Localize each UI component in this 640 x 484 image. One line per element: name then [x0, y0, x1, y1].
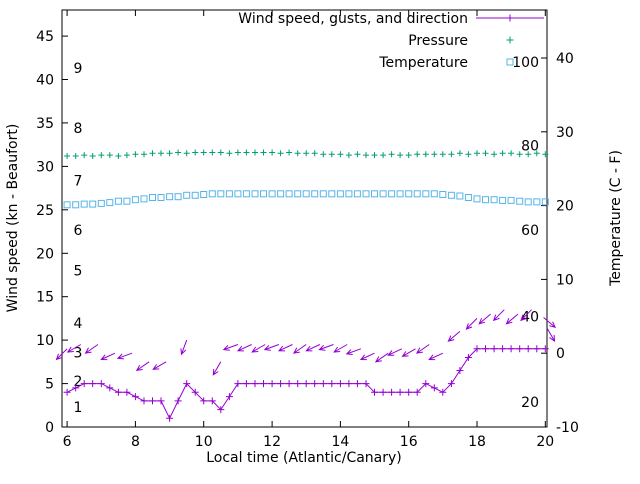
x-tick-label: 18 [468, 434, 486, 450]
right-tick-label: 0 [556, 346, 565, 362]
left-tick-label: 40 [36, 73, 54, 89]
legend: Wind speed, gusts, and direction Pressur… [238, 11, 468, 71]
wind-speed-series [63, 345, 549, 422]
x-tick-label: 20 [536, 434, 554, 450]
x-tick-label: 16 [400, 434, 418, 450]
y-axis-title-right: Temperature (C - F) [608, 150, 624, 287]
temperature-series [63, 190, 549, 209]
beaufort-label: 6 [74, 223, 83, 239]
right-inner-label: 20 [521, 395, 539, 411]
beaufort-label: 8 [74, 121, 83, 137]
beaufort-label: 2 [74, 374, 83, 390]
x-tick-label: 8 [131, 434, 140, 450]
left-tick-label: 30 [36, 159, 54, 175]
beaufort-scale-labels: 1 2 3 4 5 6 7 8 9 [74, 61, 83, 416]
legend-samples [476, 14, 544, 66]
right-tick-label: 40 [556, 51, 574, 67]
right-inner-scale-labels: 20 40 60 80 100 [512, 55, 539, 411]
beaufort-label: 9 [74, 61, 83, 77]
beaufort-label: 1 [74, 400, 83, 416]
left-tick-label: 20 [36, 246, 54, 262]
left-tick-label: 35 [36, 116, 54, 132]
beaufort-label: 4 [74, 316, 83, 332]
right-inner-label: 100 [512, 55, 539, 71]
left-tick-label: 25 [36, 203, 54, 219]
x-tick-label: 12 [263, 434, 281, 450]
right-inner-label: 60 [521, 223, 539, 239]
y-axis-title-left: Wind speed (kn - Beaufort) [5, 124, 21, 313]
right-tick-label: -10 [556, 420, 579, 436]
legend-label-pressure: Pressure [408, 33, 468, 49]
legend-label-temperature: Temperature [378, 55, 468, 71]
right-inner-label: 40 [521, 310, 539, 326]
left-tick-label: 45 [36, 29, 54, 45]
x-axis-title: Local time (Atlantic/Canary) [206, 450, 402, 466]
right-inner-label: 80 [521, 139, 539, 155]
right-tick-label: 10 [556, 272, 574, 288]
axes: 6 8 10 12 14 16 18 20051015202530354045-1001020… [36, 9, 579, 450]
pressure-series [64, 149, 549, 159]
beaufort-label: 7 [74, 173, 83, 189]
left-tick-label: 0 [45, 420, 54, 436]
x-tick-label: 10 [195, 434, 213, 450]
left-tick-label: 15 [36, 290, 54, 306]
right-tick-label: 30 [556, 125, 574, 141]
x-tick-label: 6 [63, 434, 72, 450]
x-tick-label: 14 [331, 434, 349, 450]
right-tick-label: 20 [556, 199, 574, 215]
beaufort-label: 5 [74, 264, 83, 280]
gust-direction-arrows [55, 309, 556, 376]
left-tick-label: 5 [45, 377, 54, 393]
legend-label-wind: Wind speed, gusts, and direction [238, 11, 468, 27]
beaufort-label: 3 [74, 345, 83, 361]
left-tick-label: 10 [36, 333, 54, 349]
